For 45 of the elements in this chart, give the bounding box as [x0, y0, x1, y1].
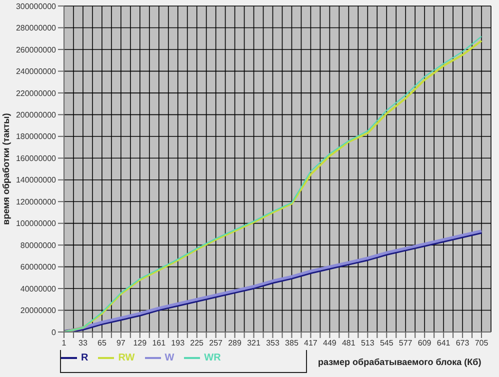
- y-tick-label: 40000000: [20, 284, 57, 294]
- x-tick-label: 161: [152, 338, 166, 348]
- y-tick-label: 180000000: [16, 132, 57, 142]
- x-tick-label: 641: [436, 338, 451, 348]
- y-axis-title: время обработки (такты): [1, 113, 12, 225]
- x-tick-label: 321: [247, 338, 261, 348]
- x-tick-label: 257: [209, 338, 224, 348]
- legend-label: W: [164, 352, 174, 364]
- x-tick-label: 705: [474, 338, 489, 348]
- x-tick-label: 129: [133, 338, 148, 348]
- x-tick-label: 449: [323, 338, 337, 348]
- y-tick-label: 60000000: [20, 262, 57, 272]
- y-tick-label: 220000000: [16, 88, 57, 98]
- x-tick-label: 481: [342, 338, 356, 348]
- x-tick-label: 1: [62, 338, 67, 348]
- y-tick-label: 280000000: [16, 24, 57, 33]
- x-tick-label: 65: [98, 338, 107, 348]
- x-axis-title: размер обрабатываемого блока (Кб): [318, 357, 482, 367]
- x-tick-label: 193: [171, 338, 186, 348]
- x-tick-label: 545: [380, 338, 394, 348]
- legend-label: R: [81, 352, 88, 364]
- legend-label: WR: [204, 352, 221, 364]
- y-tick-label: 0: [52, 328, 57, 337]
- legend-label: RW: [118, 352, 135, 364]
- y-tick-label: 120000000: [16, 197, 57, 206]
- y-tick-label: 260000000: [16, 45, 57, 54]
- y-tick-label: 200000000: [16, 110, 57, 120]
- y-tick-label: 20000000: [20, 306, 57, 316]
- x-tick-label: 385: [285, 338, 299, 348]
- x-tick-label: 353: [266, 338, 280, 348]
- x-tick-label: 417: [304, 338, 318, 348]
- x-tick-label: 289: [228, 338, 242, 348]
- x-tick-label: 609: [418, 338, 432, 348]
- x-tick-label: 513: [360, 338, 375, 348]
- y-tick-label: 240000000: [16, 67, 57, 76]
- x-tick-label: 577: [398, 338, 413, 348]
- x-tick-label: 673: [456, 338, 470, 348]
- y-tick-label: 160000000: [16, 154, 57, 163]
- y-tick-label: 80000000: [20, 240, 57, 250]
- x-tick-label: 97: [116, 338, 126, 348]
- y-tick-label: 300000000: [16, 2, 57, 11]
- y-tick-label: 140000000: [16, 176, 57, 185]
- y-tick-label: 100000000: [16, 219, 57, 228]
- x-tick-label: 33: [78, 338, 88, 348]
- x-tick-label: 225: [190, 338, 204, 348]
